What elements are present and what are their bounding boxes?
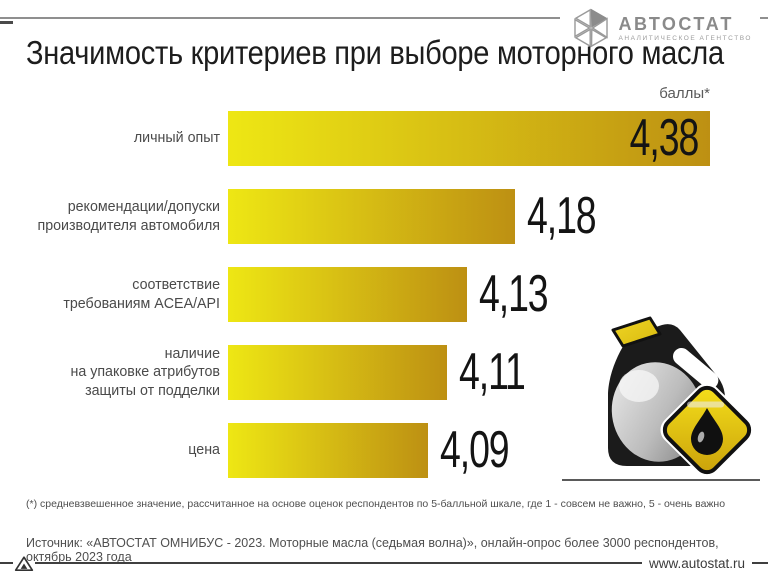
bar [228, 189, 515, 244]
logo-mark-icon [573, 8, 608, 48]
top-divider-tick [0, 21, 13, 24]
source-note: Источник: «АВТОСТАТ ОМНИБУС - 2023. Мото… [26, 536, 719, 564]
website-link[interactable]: www.autostat.ru [648, 555, 745, 571]
bar-value: 4,09 [440, 420, 510, 479]
bar-value: 4,38 [629, 108, 699, 167]
units-label: баллы* [659, 85, 710, 102]
canister-underline [562, 479, 760, 481]
bar-row: личный опыт 4,38 [0, 108, 768, 166]
logo-name: АВТОСТАТ [618, 13, 734, 34]
bar-label: цена [188, 441, 220, 459]
bottom-divider: www.autostat.ru [0, 554, 768, 572]
bar-value: 4,11 [459, 342, 526, 401]
bar-value: 4,18 [527, 186, 597, 245]
bar [228, 345, 447, 400]
bar [228, 267, 467, 322]
bar-label: соответствие требованиям ACEA/API [63, 276, 220, 312]
bar-value: 4,13 [479, 264, 549, 323]
bar [228, 111, 710, 166]
page-title: Значимость критериев при выборе моторног… [26, 34, 724, 71]
bar-label: наличие на упаковке атрибутов защиты от … [70, 345, 220, 399]
bottom-line-segment [0, 562, 13, 564]
top-divider-line [0, 17, 768, 19]
logo-subtitle: АНАЛИТИЧЕСКОЕ АГЕНТСТВО [618, 34, 752, 42]
bar-row: цена 4,09 [0, 420, 768, 478]
bar-label: рекомендации/допуски производителя автом… [37, 198, 220, 234]
footnote: (*) средневзвешенное значение, рассчитан… [26, 498, 726, 510]
bar-label: личный опыт [133, 129, 220, 147]
bar-row: наличие на упаковке атрибутов защиты от … [0, 342, 768, 400]
bottom-line-segment [35, 562, 642, 564]
autostat-logo: АВТОСТАТ АНАЛИТИЧЕСКОЕ АГЕНТСТВО [559, 2, 760, 54]
bar-row: соответствие требованиям ACEA/API 4,13 [0, 264, 768, 322]
bottom-line-segment [752, 562, 768, 564]
bar-row: рекомендации/допуски производителя автом… [0, 186, 768, 244]
triangle-marker-icon [14, 555, 34, 571]
bar [228, 423, 428, 478]
oil-canister-illustration [608, 316, 754, 477]
